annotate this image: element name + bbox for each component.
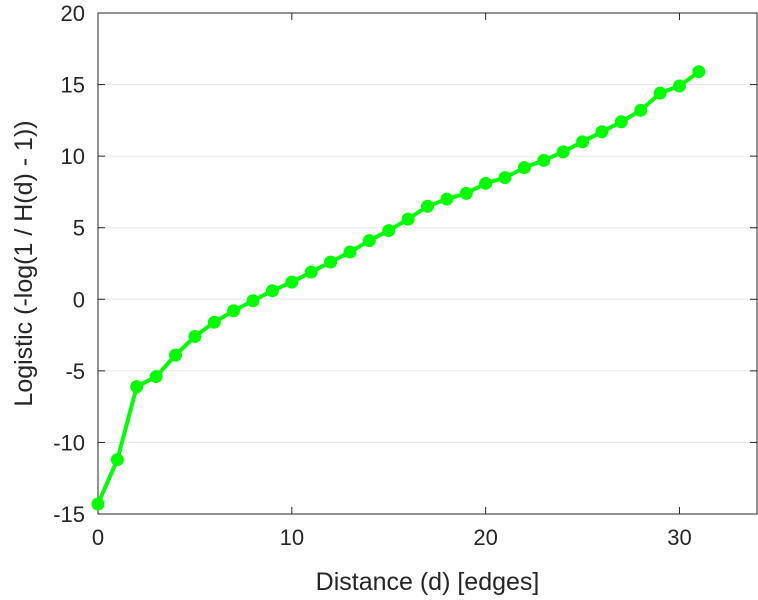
data-point <box>440 192 454 206</box>
data-point <box>459 186 473 200</box>
data-point <box>614 115 628 129</box>
data-point <box>324 255 338 269</box>
data-point <box>265 284 279 298</box>
data-point <box>169 348 183 362</box>
data-point <box>188 330 202 344</box>
axis-ticks: -15 -10 -5 0 5 10 15 20 0 10 20 30 <box>53 1 757 550</box>
data-point <box>537 153 551 167</box>
data-point <box>382 224 396 238</box>
data-point <box>634 103 648 117</box>
data-point <box>285 275 299 289</box>
data-point <box>91 497 105 511</box>
y-axis-label: Logistic (-log(1 / H(d) - 1)) <box>10 120 38 406</box>
y-tick-label: 20 <box>61 1 85 26</box>
data-point <box>595 125 609 139</box>
data-point <box>556 145 570 159</box>
series-line <box>96 70 701 505</box>
x-tick-label: 30 <box>667 525 691 550</box>
data-point <box>653 86 667 100</box>
data-point <box>421 199 434 213</box>
y-tick-label: 0 <box>73 287 85 312</box>
data-point <box>110 453 124 467</box>
data-point <box>130 380 144 394</box>
data-series <box>91 65 706 511</box>
y-tick-label: 5 <box>73 216 85 241</box>
data-point <box>479 176 493 190</box>
data-point <box>304 265 318 279</box>
data-point <box>207 315 221 329</box>
data-point <box>498 171 512 185</box>
y-tick-label: -10 <box>53 430 85 455</box>
x-tick-label: 20 <box>473 525 497 550</box>
x-tick-label: 10 <box>280 525 304 550</box>
data-point <box>576 135 590 149</box>
plot-area-frame <box>97 12 758 515</box>
y-tick-label: 15 <box>61 73 85 98</box>
data-point <box>343 245 357 259</box>
data-point <box>401 212 415 226</box>
grid-lines <box>98 12 757 515</box>
data-point <box>692 65 706 79</box>
y-tick-label: 10 <box>61 144 85 169</box>
data-point <box>149 370 163 384</box>
x-axis-label: Distance (d) [edges] <box>316 568 540 596</box>
data-point <box>517 161 531 175</box>
data-point <box>246 294 260 308</box>
y-tick-label: -5 <box>65 359 85 384</box>
data-point <box>362 234 376 248</box>
y-tick-label: -15 <box>53 502 85 527</box>
data-point <box>672 79 686 93</box>
data-point <box>227 304 241 318</box>
x-tick-label: 0 <box>92 525 104 550</box>
